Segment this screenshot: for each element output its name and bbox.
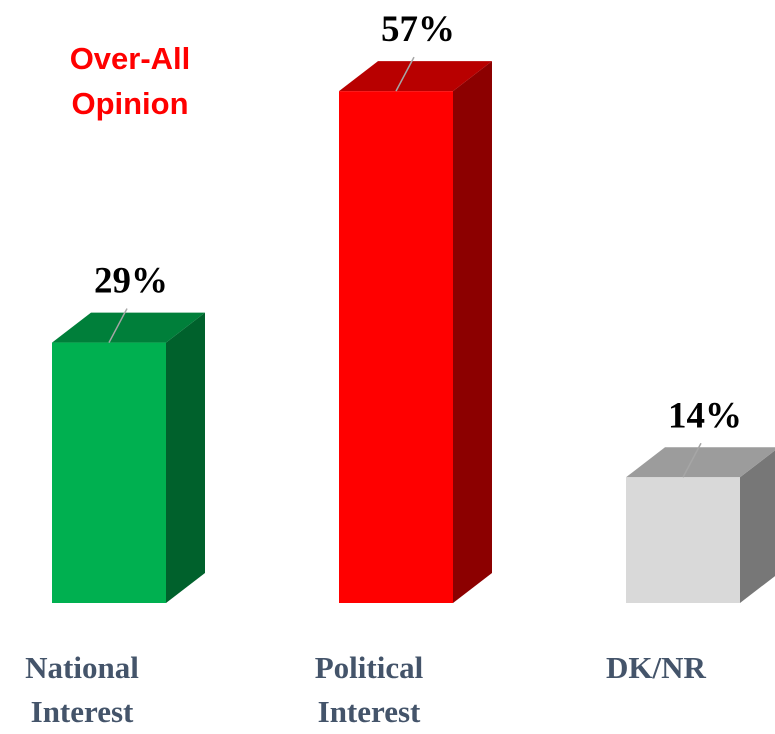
- bar-front: [626, 477, 740, 603]
- bar: [52, 312, 205, 603]
- value-label: 14%: [668, 395, 742, 436]
- bar-side: [453, 61, 492, 603]
- leader-line: [395, 56, 415, 92]
- leader-line: [682, 442, 702, 478]
- category-label: Political Interest: [314, 650, 424, 729]
- chart-title: Over-All Opinion: [69, 41, 191, 121]
- bar-top: [626, 447, 775, 478]
- bar-front: [339, 91, 453, 603]
- bar-front: [52, 342, 166, 603]
- category-label: National Interest: [25, 650, 139, 729]
- bar-top: [52, 312, 205, 343]
- category-label: DK/NR: [606, 650, 706, 685]
- bar-side: [740, 450, 775, 603]
- bar: [626, 447, 775, 603]
- leader-line: [108, 308, 128, 343]
- bar-top: [339, 61, 492, 92]
- bar: [339, 61, 492, 603]
- value-label: 57%: [381, 9, 455, 50]
- value-label: 29%: [94, 261, 168, 302]
- bar-side: [166, 312, 205, 603]
